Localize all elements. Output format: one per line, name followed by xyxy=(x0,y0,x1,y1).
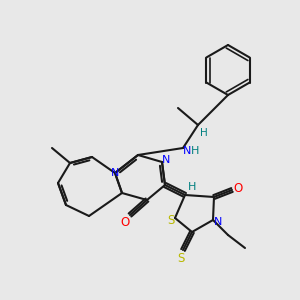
Text: S: S xyxy=(177,253,185,266)
Text: N: N xyxy=(183,146,191,156)
Text: S: S xyxy=(167,214,175,226)
Text: N: N xyxy=(214,217,222,227)
Text: O: O xyxy=(233,182,243,194)
Text: O: O xyxy=(120,217,130,230)
Text: N: N xyxy=(111,168,119,178)
Text: H: H xyxy=(191,146,199,156)
Text: N: N xyxy=(162,155,170,165)
Text: H: H xyxy=(188,182,196,192)
Text: H: H xyxy=(200,128,208,138)
